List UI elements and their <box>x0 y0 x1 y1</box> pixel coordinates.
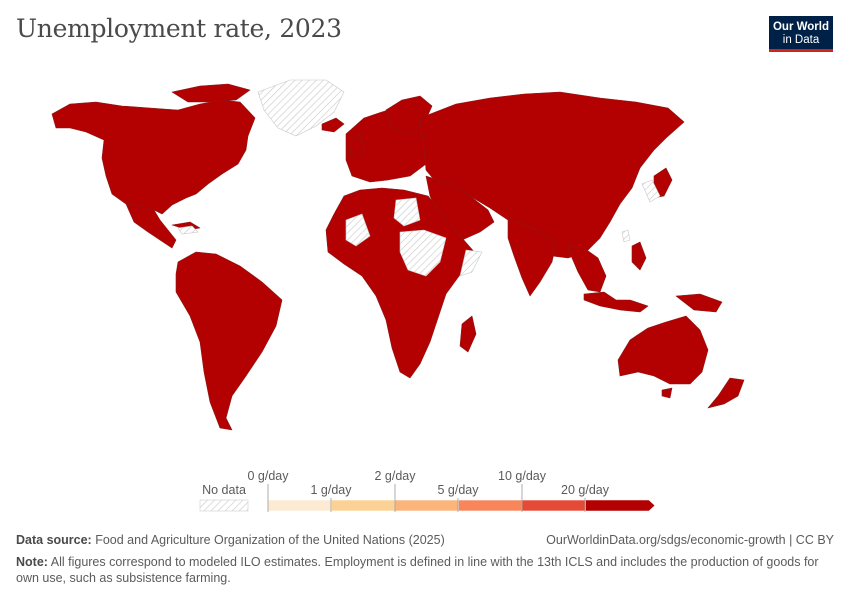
data-landmass <box>51 83 745 431</box>
legend-bin-1[interactable] <box>331 499 396 512</box>
note-label: Note: <box>16 555 48 569</box>
mauritania-no-data[interactable] <box>345 213 371 247</box>
taiwan-no-data[interactable] <box>621 229 631 243</box>
greenland-no-data[interactable] <box>257 79 345 137</box>
color-legend: No data 0 g/day 2 g/day 10 g/day 1 g/day… <box>199 469 656 512</box>
south-america[interactable] <box>175 251 283 431</box>
legend-label-2: 2 g/day <box>374 469 416 483</box>
uk-ireland[interactable] <box>349 133 365 157</box>
legend-label-5: 5 g/day <box>437 483 479 497</box>
chart-title: Unemployment rate, 2023 <box>16 14 342 43</box>
source-label: Data source: <box>16 533 92 547</box>
southeast-asia[interactable] <box>567 245 607 293</box>
note: Note: All figures correspond to modeled … <box>16 554 834 586</box>
new-guinea[interactable] <box>675 293 723 313</box>
tasmania[interactable] <box>661 387 673 399</box>
cuba-no-data[interactable] <box>177 225 199 235</box>
libya-no-data[interactable] <box>393 197 421 227</box>
source-row: Data source: Food and Agriculture Organi… <box>16 532 834 548</box>
logo-line-1: Our World <box>772 21 829 33</box>
world-map <box>51 79 745 431</box>
madagascar[interactable] <box>459 315 477 353</box>
legend-bin-2[interactable] <box>394 499 459 512</box>
legend-label-10: 10 g/day <box>498 469 547 483</box>
source-url[interactable]: OurWorldinData.org/sdgs/economic-growth … <box>546 533 834 547</box>
legend-label-20: 20 g/day <box>561 483 610 497</box>
korea-japan-no-data[interactable] <box>641 179 661 203</box>
india[interactable] <box>507 219 557 297</box>
note-text: All figures correspond to modeled ILO es… <box>16 555 819 585</box>
legend-no-data-label: No data <box>202 483 246 497</box>
philippines[interactable] <box>631 241 647 271</box>
legend-bin-4[interactable] <box>521 499 586 512</box>
sudan-no-data[interactable] <box>399 229 447 277</box>
somalia-no-data[interactable] <box>459 249 483 277</box>
legend-bins <box>267 499 656 512</box>
logo-line-2: in Data <box>782 34 820 46</box>
australia[interactable] <box>617 315 709 385</box>
central-america[interactable] <box>125 203 177 249</box>
canada-islands[interactable] <box>171 83 251 103</box>
no-data-regions <box>177 79 661 277</box>
north-america-region[interactable] <box>51 99 256 215</box>
legend-label-0: 0 g/day <box>247 469 289 483</box>
indonesia[interactable] <box>583 291 649 313</box>
legend-no-data-swatch <box>199 499 249 512</box>
legend-bin-0[interactable] <box>267 499 332 512</box>
legend-bin-5[interactable] <box>585 499 656 512</box>
legend-label-1: 1 g/day <box>310 483 352 497</box>
new-zealand[interactable] <box>707 377 745 409</box>
iceland[interactable] <box>321 117 345 133</box>
footer: Data source: Food and Agriculture Organi… <box>16 532 834 586</box>
source-text[interactable]: Food and Agriculture Organization of the… <box>95 533 445 547</box>
owid-logo[interactable]: Our World in Data <box>769 16 833 52</box>
legend-bin-3[interactable] <box>458 499 523 512</box>
